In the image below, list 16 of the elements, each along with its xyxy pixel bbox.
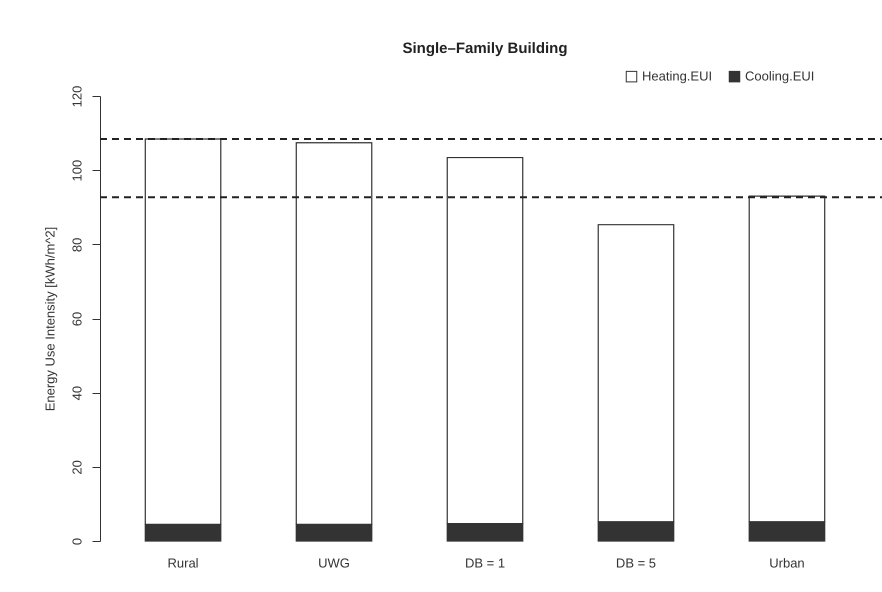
y-tick-label: 80 [70,238,84,252]
x-tick-label: Urban [769,556,805,570]
legend-label: Heating.EUI [642,68,712,84]
y-tick-label: 100 [70,160,84,182]
y-axis-title: Energy Use Intensity [kWh/m^2] [42,226,58,412]
y-tick-label: 0 [70,538,84,546]
y-tick-label: 120 [70,86,84,108]
x-tick-label: UWG [318,556,350,570]
y-tick-label: 40 [70,386,84,400]
y-tick-label: 60 [70,312,84,326]
legend-label: Cooling.EUI [745,68,814,84]
x-tick-label: Rural [168,556,199,570]
chart-title: Single–Family Building [402,40,568,57]
y-tick-label: 20 [70,460,84,475]
x-tick-label: DB = 1 [464,556,506,570]
x-tick-label: DB = 5 [616,556,656,570]
